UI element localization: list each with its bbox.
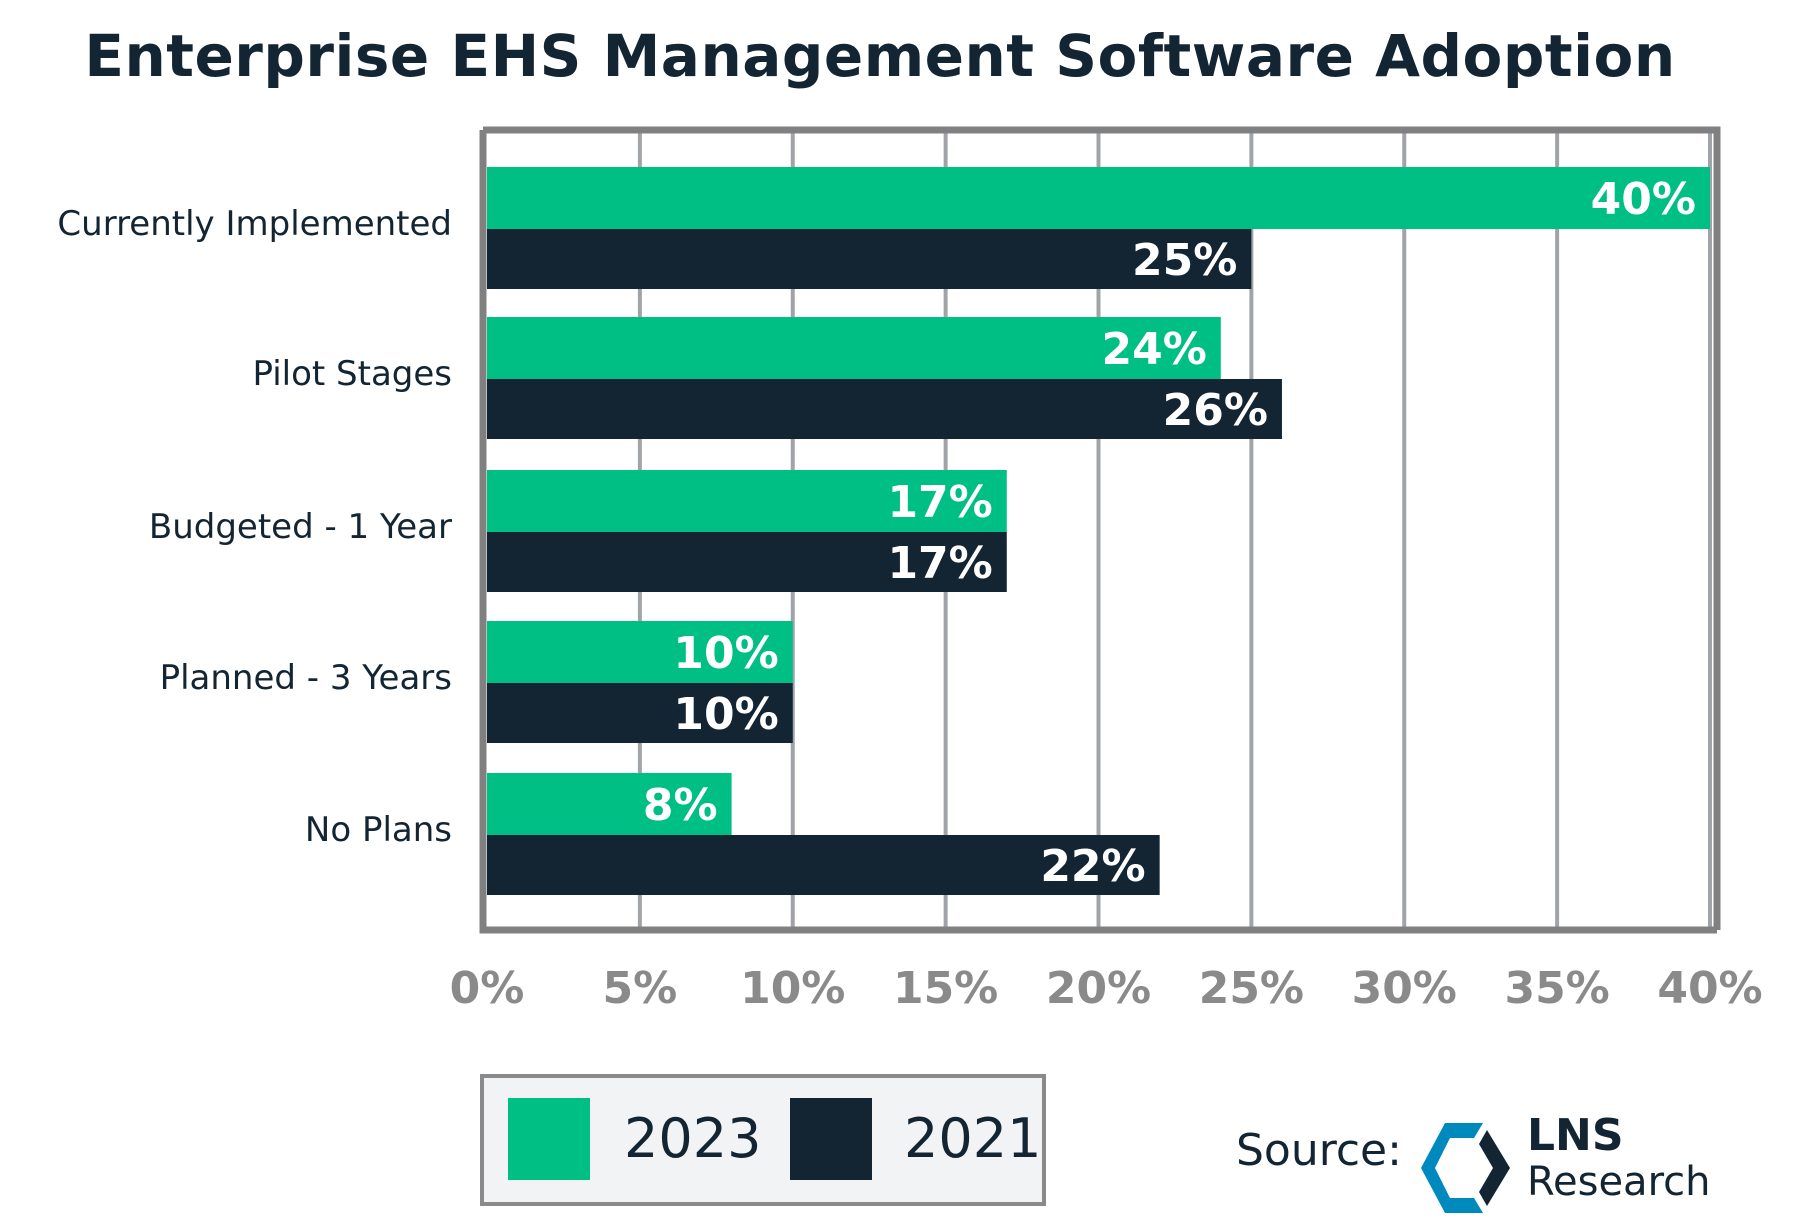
- data-label: 10%: [673, 689, 778, 740]
- x-tick-label: 5%: [603, 963, 678, 1014]
- bar-2021: [487, 229, 1252, 289]
- bar-2023: [487, 317, 1221, 379]
- data-label: 17%: [887, 538, 992, 589]
- data-label: 17%: [887, 477, 992, 528]
- x-tick-label: 0%: [450, 963, 525, 1014]
- lns-logo-icon: [1421, 1123, 1510, 1213]
- bar-2021: [487, 835, 1160, 895]
- x-tick-label: 25%: [1199, 963, 1304, 1014]
- x-tick-label: 10%: [740, 963, 845, 1014]
- data-label: 10%: [673, 628, 778, 679]
- data-label: 25%: [1132, 235, 1237, 286]
- legend-swatch-2021: [790, 1098, 872, 1180]
- x-tick-label: 20%: [1046, 963, 1151, 1014]
- bar-2023: [487, 621, 793, 683]
- data-label: 40%: [1591, 174, 1696, 225]
- logo-text: LNS: [1527, 1110, 1624, 1161]
- x-tick-label: 35%: [1504, 963, 1609, 1014]
- category-label: No Plans: [305, 810, 452, 850]
- data-label: 26%: [1163, 385, 1268, 436]
- plot-frame: [479, 126, 1721, 934]
- x-tick-label: 30%: [1352, 963, 1457, 1014]
- bar-2021: [487, 379, 1282, 439]
- category-label: Pilot Stages: [252, 354, 452, 394]
- data-label: 24%: [1101, 324, 1206, 375]
- category-label: Planned - 3 Years: [160, 658, 452, 698]
- x-tick-label: 15%: [893, 963, 998, 1014]
- source-label: Source:: [1236, 1125, 1402, 1176]
- legend: 2023 2021: [480, 1074, 1046, 1206]
- bar-2023: [487, 470, 1007, 532]
- chart-title: Enterprise EHS Management Software Adopt…: [84, 22, 1676, 90]
- data-label: 22%: [1040, 841, 1145, 892]
- bar-2021: [487, 532, 1007, 592]
- logo-subtext: Research: [1527, 1159, 1711, 1205]
- category-label: Budgeted - 1 Year: [149, 507, 452, 547]
- legend-label-2023: 2023: [624, 1107, 762, 1170]
- category-label: Currently Implemented: [57, 204, 452, 244]
- bar-2021: [487, 683, 793, 743]
- data-label: 8%: [643, 780, 718, 831]
- legend-swatch-2023: [508, 1098, 590, 1180]
- bar-2023: [487, 773, 732, 835]
- legend-label-2021: 2021: [904, 1107, 1042, 1170]
- bar-2023: [487, 167, 1710, 229]
- x-tick-label: 40%: [1657, 963, 1762, 1014]
